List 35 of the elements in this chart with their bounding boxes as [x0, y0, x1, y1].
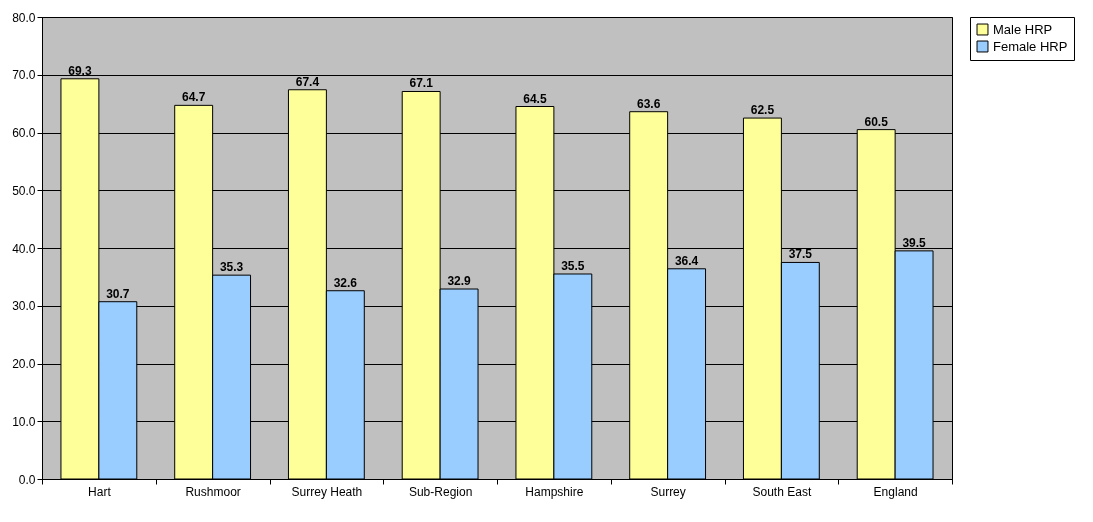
- x-tick-label: Hart: [88, 484, 112, 499]
- data-label: 64.7: [181, 90, 206, 105]
- data-label: 67.4: [295, 74, 320, 89]
- x-tick-label: Surrey: [650, 484, 686, 499]
- x-tick-label: Sub-Region: [408, 484, 473, 499]
- data-label: 62.5: [750, 103, 775, 118]
- data-label: 37.5: [788, 247, 813, 262]
- data-label: 32.6: [333, 275, 358, 290]
- data-label: 35.5: [561, 258, 585, 273]
- y-tick-label: 40.0: [12, 241, 36, 256]
- y-tick-label: 60.0: [12, 126, 36, 140]
- y-tick-label: 20.0: [12, 357, 36, 371]
- x-tick-label: South East: [752, 484, 812, 499]
- y-tick-label: 0.0: [18, 472, 36, 487]
- data-label: 32.9: [447, 274, 472, 288]
- x-tick-label: Hampshire: [525, 484, 584, 499]
- y-tick-label: 70.0: [12, 68, 36, 83]
- data-label: 30.7: [106, 286, 130, 301]
- legend-label: Male HRP: [993, 21, 1053, 37]
- data-label: 69.3: [68, 63, 92, 78]
- legend-label: Female HRP: [993, 38, 1068, 54]
- x-tick-label: England: [873, 484, 918, 499]
- x-tick-label: Rushmoor: [185, 484, 241, 499]
- data-label: 67.1: [409, 76, 434, 91]
- data-label: 36.4: [674, 253, 699, 268]
- y-tick-label: 30.0: [12, 299, 36, 314]
- data-label: 63.6: [636, 96, 661, 111]
- data-label: 60.5: [864, 114, 889, 129]
- data-label: 64.5: [523, 91, 547, 106]
- y-tick-label: 10.0: [12, 414, 36, 429]
- data-label: 39.5: [902, 235, 927, 250]
- y-tick-label: 50.0: [12, 183, 36, 198]
- y-tick-label: 80.0: [12, 10, 36, 25]
- data-label: 35.3: [219, 260, 244, 275]
- x-tick-label: Surrey Heath: [291, 484, 363, 499]
